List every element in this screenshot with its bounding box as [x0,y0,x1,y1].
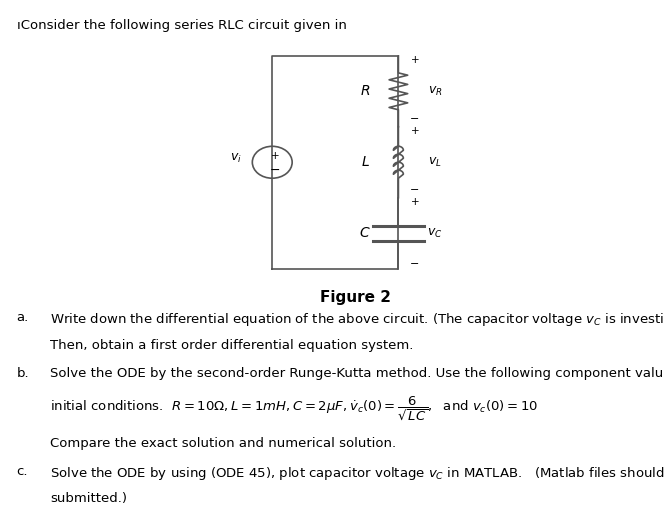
Text: c.: c. [17,465,28,478]
Text: Solve the ODE by the second-order Runge-Kutta method. Use the following componen: Solve the ODE by the second-order Runge-… [50,367,664,379]
Text: initial conditions.  $R=10\Omega, L=1mH, C=2\mu F, \dot{v}_c(0)=\dfrac{6}{\sqrt{: initial conditions. $R=10\Omega, L=1mH, … [50,394,538,422]
Text: +: + [411,126,419,136]
Text: +: + [411,55,419,65]
Text: Solve the ODE by using (ODE 45), plot capacitor voltage $v_C$ in MATLAB.   (Matl: Solve the ODE by using (ODE 45), plot ca… [50,465,664,482]
Text: b.: b. [17,367,29,379]
Text: Then, obtain a first order differential equation system.: Then, obtain a first order differential … [50,339,413,352]
Text: $v_L$: $v_L$ [428,156,442,169]
Text: −: − [270,164,280,177]
Text: submitted.): submitted.) [50,493,127,505]
Text: ıConsider the following series RLC circuit given in: ıConsider the following series RLC circu… [17,19,351,31]
Text: −: − [410,185,420,195]
Text: a.: a. [17,311,29,324]
Text: $v_i$: $v_i$ [230,152,242,164]
Text: $R$: $R$ [360,85,371,98]
Text: $L$: $L$ [361,155,370,169]
Text: $v_C$: $v_C$ [427,227,443,240]
Text: $v_R$: $v_R$ [428,85,442,98]
Text: Figure 2: Figure 2 [320,290,390,305]
Text: +: + [271,151,279,161]
Text: Compare the exact solution and numerical solution.: Compare the exact solution and numerical… [50,437,396,450]
Text: −: − [410,260,420,269]
Text: Write down the differential equation of the above circuit. (The capacitor voltag: Write down the differential equation of … [50,311,664,328]
Text: $C$: $C$ [359,226,371,240]
Text: +: + [411,197,419,207]
Text: −: − [410,114,420,124]
